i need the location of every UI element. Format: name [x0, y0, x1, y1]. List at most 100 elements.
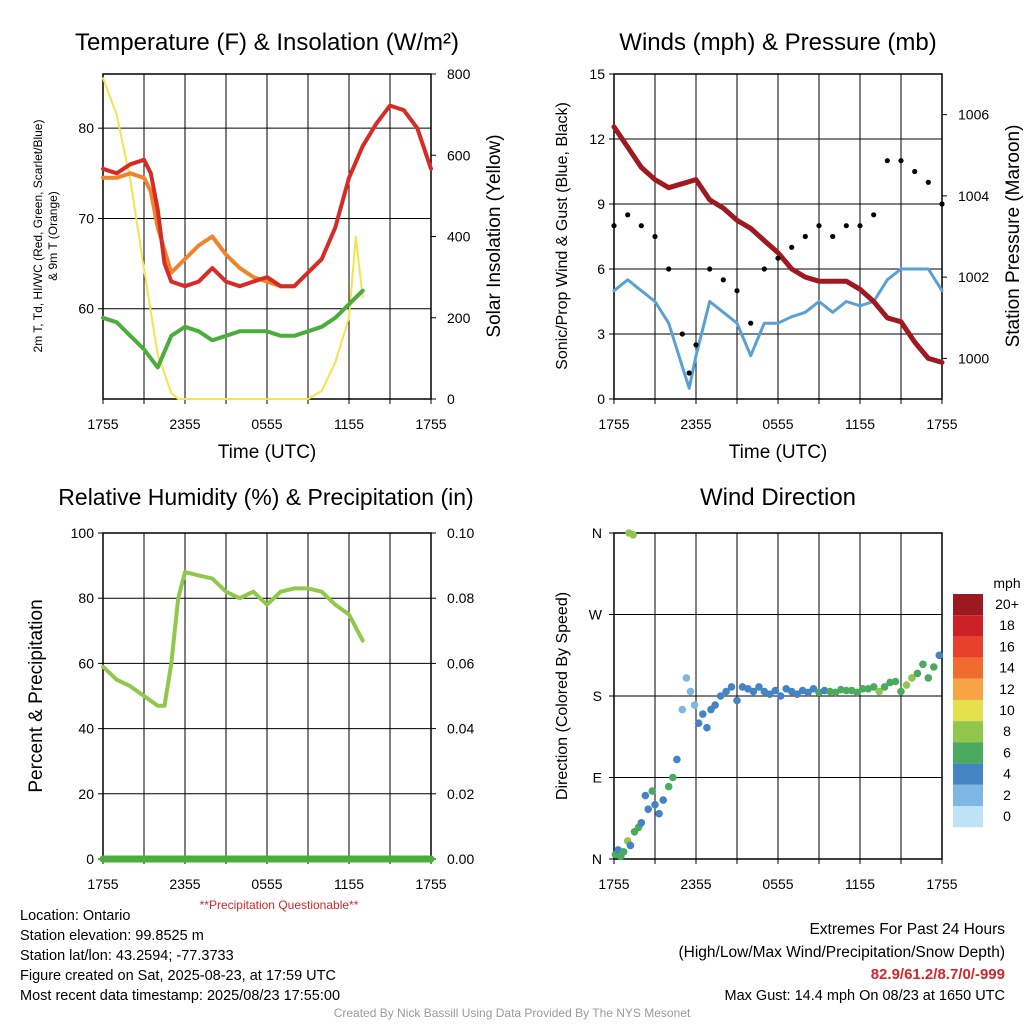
gust-point [912, 168, 918, 175]
rh-ytick-label: 40 [78, 721, 94, 737]
extremes-subtitle: (High/Low/Max Wind/Precipitation/Snow De… [678, 944, 1006, 961]
temp-ytick-label: 80 [78, 120, 94, 136]
direction-point [644, 805, 652, 813]
direction-point [809, 685, 818, 693]
rh-ytick-label: 0 [86, 851, 94, 867]
direction-point [919, 660, 927, 669]
direction-point [686, 687, 695, 696]
colorbar-swatch [953, 721, 983, 743]
figure-created: Figure created on Sat, 2025-08-23, at 17… [20, 968, 336, 984]
direction-point [880, 683, 889, 691]
rh-ytick-label: 80 [78, 590, 94, 606]
gust-point [816, 223, 822, 229]
wind-ytick-label: 6 [597, 261, 605, 277]
colorbar-label: 18 [999, 617, 1015, 633]
extremes-box: Extremes For Past 24 Hours (High/Low/Max… [679, 918, 1006, 1006]
temp-xlabel: Time (UTC) [218, 442, 317, 463]
rh-plot: 1755 2355 0555 1155 1755 0 20 40 60 80 100 0.00 0.02… [71, 525, 475, 892]
direction-point [733, 696, 741, 705]
dir-xtick-label: 0555 [762, 876, 793, 892]
direction-point [793, 690, 801, 698]
rh-ytick-label: 60 [78, 655, 94, 671]
colorbar-label: 0 [1003, 808, 1011, 824]
gust-point [857, 223, 863, 229]
gust-point [871, 212, 877, 218]
rh-precip-note: **Precipitation Questionable** [200, 898, 359, 912]
gust-point [693, 342, 699, 348]
direction-point [651, 800, 659, 809]
direction-point [858, 685, 867, 693]
gust-point [734, 288, 740, 294]
colorbar-swatch [953, 742, 983, 764]
gust-point [761, 266, 767, 272]
rh-ytick-right-label: 0.08 [447, 590, 474, 606]
direction-point [869, 683, 878, 691]
direction-point [804, 688, 812, 697]
temp-ytick-right-label: 0 [447, 391, 455, 407]
colorbar-swatch [953, 615, 983, 637]
temp-xtick-label: 0555 [251, 416, 282, 432]
temp-title: Temperature (F) & Insolation (W/m²) [75, 29, 459, 56]
temp-xtick-label: 2355 [169, 416, 200, 432]
gust-point [679, 331, 685, 337]
direction-point [908, 674, 916, 682]
temp-ylabel-left-line1: 2m T, Td, HI/WC (Red, Green, Scarlet/Blu… [31, 120, 45, 353]
rh-ytick-label: 20 [78, 786, 94, 802]
direction-point [755, 683, 763, 691]
gust-point [611, 223, 617, 229]
max-gust: Max Gust: 14.4 mph On 08/23 at 1650 UTC [724, 988, 1005, 1004]
dir-xtick-label: 2355 [680, 876, 711, 892]
gust-point [638, 223, 644, 229]
colorbar-label: 16 [999, 638, 1015, 654]
wind-ytick-label: 15 [589, 66, 605, 82]
temp-series-td [101, 288, 365, 370]
rh-ytick-right-label: 0.06 [447, 655, 474, 671]
colorbar-label: 12 [999, 681, 1015, 697]
rh-series-humidity [101, 570, 365, 708]
gust-point [802, 233, 808, 240]
dir-frame [613, 532, 943, 860]
direction-point [766, 690, 774, 698]
direction-point [678, 705, 687, 714]
gust-point [925, 179, 931, 185]
wind-ytick-label: 9 [597, 196, 605, 212]
temp-series-solar-insolation [102, 77, 364, 400]
temp-ylabel-right: Solar Insolation (Yellow) [484, 134, 505, 337]
direction-point [776, 692, 785, 700]
dir-xtick-label: 1755 [598, 876, 629, 892]
gust-point [884, 158, 890, 164]
colorbar-swatch [953, 700, 983, 722]
wind-xtick-label: 1155 [845, 416, 875, 432]
gust-point [830, 233, 836, 240]
temp-ytick-label: 70 [78, 210, 94, 226]
rh-ytick-right-label: 0.04 [447, 721, 474, 737]
dir-ytick-label: E [593, 770, 602, 786]
temp-xtick-label: 1755 [87, 416, 118, 432]
direction-point [637, 819, 646, 827]
temp-ytick-right-label: 600 [447, 147, 471, 163]
direction-point [673, 755, 681, 764]
wind-series-pressure [611, 124, 945, 365]
direction-point [626, 841, 635, 850]
dir-plot: 1755 2355 0555 1155 1755 N E S W N [589, 525, 958, 892]
temp-xtick-label: 1155 [334, 416, 364, 432]
wind-plot: 1755 2355 0555 1155 1755 0 3 6 9 12 15 1000 1002 1004… [589, 66, 989, 432]
direction-point [699, 710, 707, 718]
colorbar-label: 8 [1003, 723, 1011, 739]
dir-ytick-label: N [592, 851, 602, 867]
direction-point [664, 782, 673, 791]
direction-point [913, 669, 922, 678]
colorbar-swatch [953, 678, 983, 700]
gust-point [775, 255, 781, 261]
rh-ytick-label: 100 [71, 525, 95, 541]
direction-point [659, 796, 667, 804]
rh-ytick-right-label: 0.02 [447, 786, 474, 802]
wind-title: Winds (mph) & Pressure (mb) [619, 29, 936, 56]
colorbar-title: mph [993, 575, 1020, 591]
wind-ytick-right-label: 1000 [958, 350, 989, 366]
rh-ylabel-left: Percent & Precipitation [26, 599, 47, 792]
temp-ylabel-left-line2: & 9m T (Orange) [46, 191, 60, 281]
colorbar-swatch [953, 806, 983, 828]
direction-point [935, 651, 944, 660]
